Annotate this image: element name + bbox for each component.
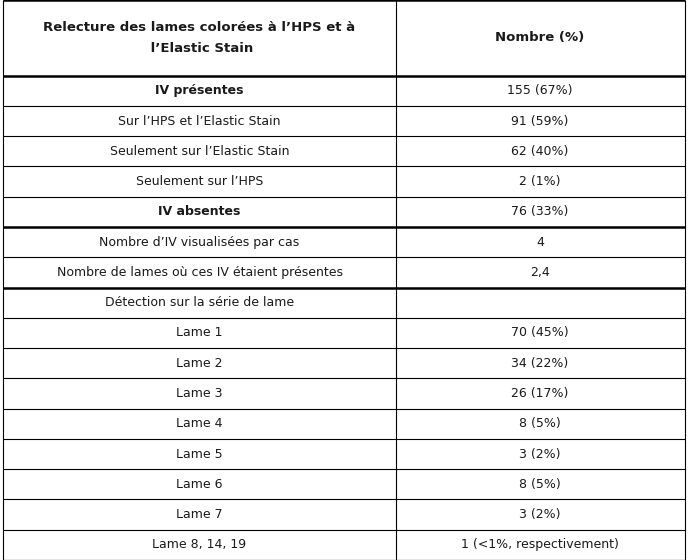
Text: Lame 8, 14, 19: Lame 8, 14, 19 — [153, 538, 246, 552]
Text: 2 (1%): 2 (1%) — [519, 175, 561, 188]
Text: 76 (33%): 76 (33%) — [511, 206, 569, 218]
Text: Lame 7: Lame 7 — [176, 508, 223, 521]
Text: Nombre (%): Nombre (%) — [495, 31, 585, 44]
Text: 8 (5%): 8 (5%) — [519, 478, 561, 491]
Text: 155 (67%): 155 (67%) — [507, 84, 573, 97]
Text: 1 (<1%, respectivement): 1 (<1%, respectivement) — [461, 538, 619, 552]
Text: Seulement sur l’Elastic Stain: Seulement sur l’Elastic Stain — [110, 145, 289, 158]
Text: 26 (17%): 26 (17%) — [511, 387, 569, 400]
Text: Lame 4: Lame 4 — [176, 417, 223, 430]
Text: IV absentes: IV absentes — [158, 206, 241, 218]
Text: 70 (45%): 70 (45%) — [511, 326, 569, 339]
Text: Relecture des lames colorées à l’HPS et à
 l’Elastic Stain: Relecture des lames colorées à l’HPS et … — [43, 21, 356, 55]
Text: 62 (40%): 62 (40%) — [511, 145, 569, 158]
Text: Seulement sur l’HPS: Seulement sur l’HPS — [136, 175, 264, 188]
Text: IV présentes: IV présentes — [155, 84, 244, 97]
Text: 8 (5%): 8 (5%) — [519, 417, 561, 430]
Text: 34 (22%): 34 (22%) — [511, 357, 569, 370]
Text: 2,4: 2,4 — [530, 266, 550, 279]
Text: 3 (2%): 3 (2%) — [519, 447, 561, 460]
Text: 4: 4 — [536, 236, 544, 249]
Text: 3 (2%): 3 (2%) — [519, 508, 561, 521]
Text: 91 (59%): 91 (59%) — [511, 114, 569, 128]
Text: Lame 5: Lame 5 — [176, 447, 223, 460]
Text: Lame 2: Lame 2 — [176, 357, 223, 370]
Text: Sur l’HPS et l’Elastic Stain: Sur l’HPS et l’Elastic Stain — [118, 114, 281, 128]
Text: Détection sur la série de lame: Détection sur la série de lame — [105, 296, 294, 309]
Text: Lame 6: Lame 6 — [176, 478, 223, 491]
Text: Lame 1: Lame 1 — [176, 326, 223, 339]
Text: Nombre de lames où ces IV étaient présentes: Nombre de lames où ces IV étaient présen… — [56, 266, 343, 279]
Text: Nombre d’IV visualisées par cas: Nombre d’IV visualisées par cas — [99, 236, 300, 249]
Text: Lame 3: Lame 3 — [176, 387, 223, 400]
